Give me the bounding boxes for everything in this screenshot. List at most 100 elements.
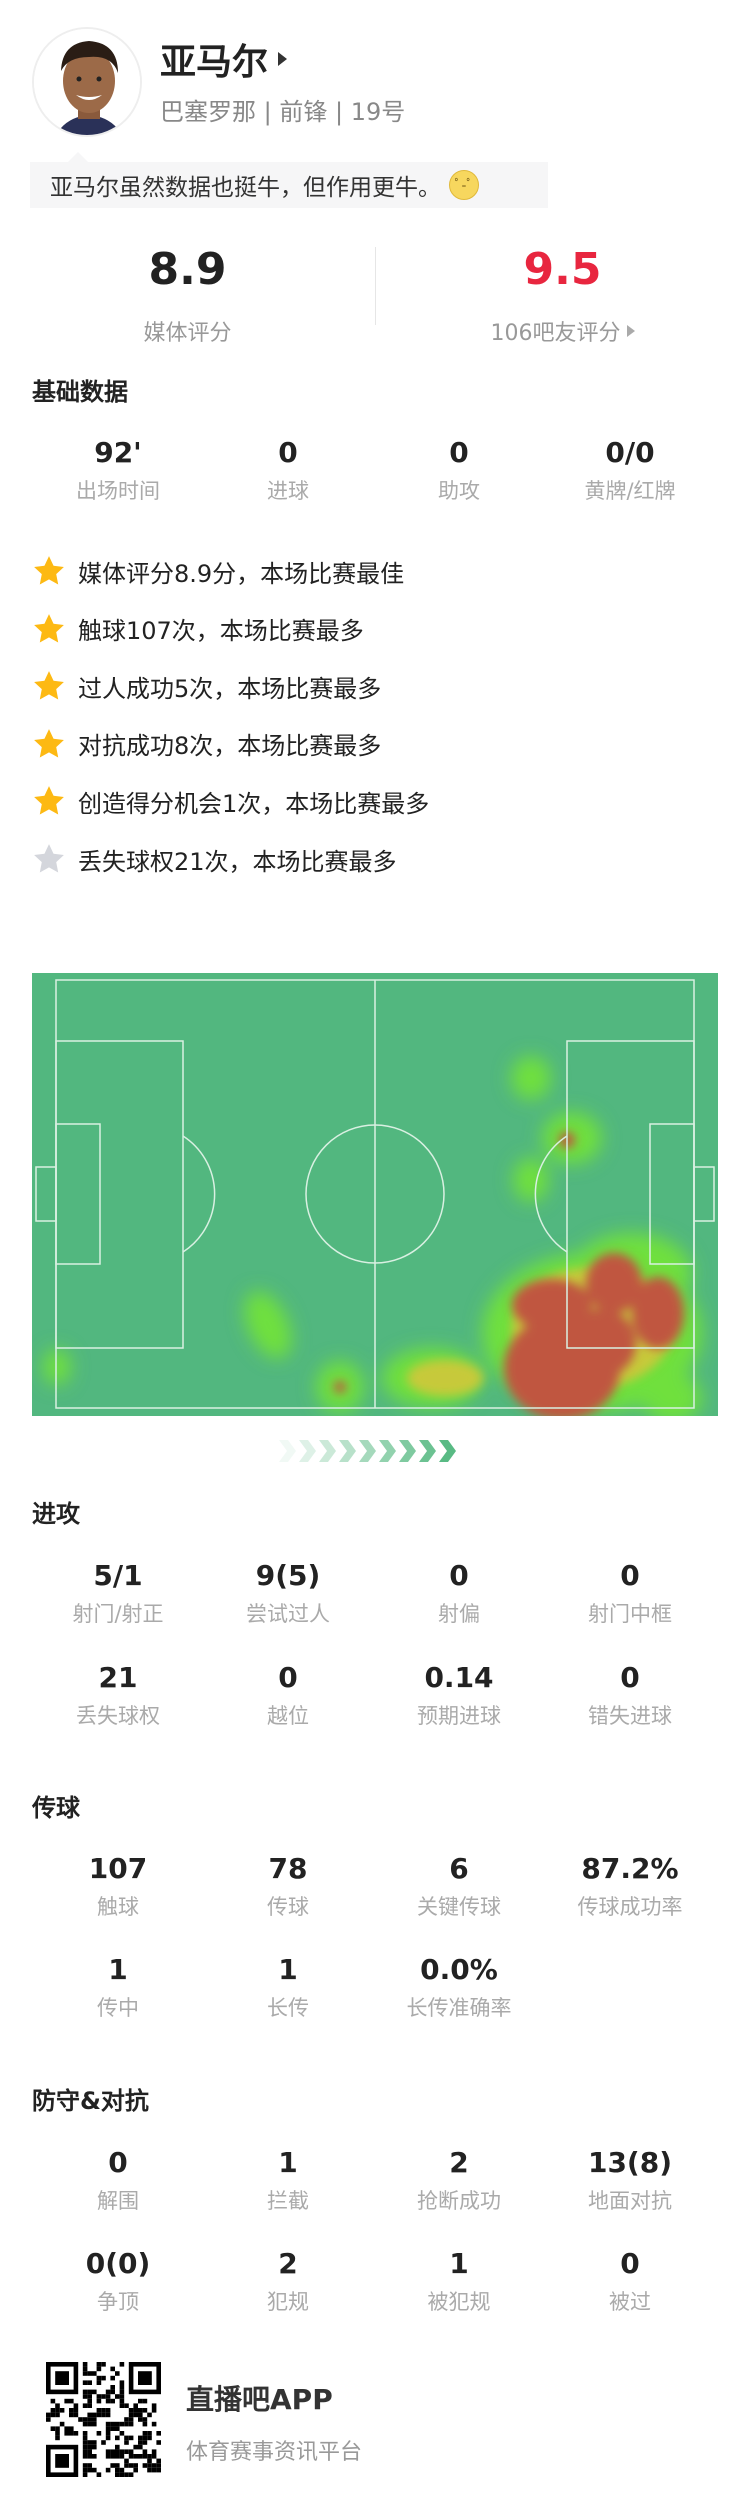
chevron-right-icon <box>439 1440 456 1462</box>
highlight-text: 过人成功5次，本场比赛最多 <box>78 674 382 703</box>
stat-value: 0 <box>620 2247 640 2280</box>
stat-basic: 92' 出场时间 <box>33 437 203 505</box>
separator: | <box>263 98 272 126</box>
highlight-item: 创造得分机会1次，本场比赛最多 <box>32 783 429 819</box>
stat-attack: 9(5) 尝试过人 <box>203 1560 373 1628</box>
stat-passing: 0.0% 长传准确率 <box>374 1954 544 2022</box>
stat-label: 传球 <box>267 1895 309 1919</box>
stat-value: 0 <box>278 1661 298 1694</box>
stat-label: 解围 <box>97 2189 139 2213</box>
star-icon <box>34 728 64 758</box>
stat-value: 2 <box>449 2146 469 2179</box>
highlight-item: 触球107次，本场比赛最多 <box>32 611 364 647</box>
stat-value: 1 <box>278 1953 298 1986</box>
stat-label: 争顶 <box>97 2290 139 2314</box>
stat-passing: 107 触球 <box>33 1853 203 1921</box>
chevron-right-icon <box>419 1440 436 1462</box>
app-slogan: 体育赛事资讯平台 <box>186 2440 363 2465</box>
comment-text: 亚马尔虽然数据也挺牛，但作用更牛。 <box>50 175 441 201</box>
stat-label: 越位 <box>267 1704 309 1728</box>
stat-value: 1 <box>278 2146 298 2179</box>
star-icon <box>34 844 64 873</box>
stat-label: 传中 <box>97 1996 139 2020</box>
stat-label: 尝试过人 <box>246 1602 330 1626</box>
stat-value: 2 <box>278 2247 298 2280</box>
player-name-link[interactable]: 亚马尔 <box>160 33 288 85</box>
stat-passing: 87.2% 传球成功率 <box>545 1853 715 1921</box>
stat-label: 关键传球 <box>417 1895 501 1919</box>
stat-label: 传球成功率 <box>577 1895 683 1919</box>
stat-label: 被犯规 <box>427 2290 491 2314</box>
star-icon <box>34 556 64 585</box>
comment-bubble: 亚马尔虽然数据也挺牛，但作用更牛。 ﾟ-ﾟ <box>30 152 548 208</box>
stat-label: 进球 <box>267 479 309 503</box>
stat-defense: 0 被过 <box>545 2248 715 2316</box>
stat-attack: 0 越位 <box>203 1662 373 1730</box>
stat-attack: 0 射门中框 <box>545 1560 715 1628</box>
stat-value: 0(0) <box>85 2247 151 2280</box>
fan-rating-link[interactable]: 9.5 106吧友评分 <box>375 245 750 347</box>
stat-label: 预期进球 <box>417 1704 501 1728</box>
stat-label: 长传 <box>267 1996 309 2020</box>
highlight-text: 创造得分机会1次，本场比赛最多 <box>78 789 430 818</box>
qr-code[interactable] <box>46 2362 161 2477</box>
stat-label: 助攻 <box>438 479 480 503</box>
player-meta: 巴塞罗那 | 前锋 | 19号 <box>160 92 405 127</box>
stat-value: 0 <box>620 1661 640 1694</box>
stat-value: 0.14 <box>424 1661 494 1694</box>
stat-value: 0 <box>449 1559 469 1592</box>
stat-value: 1 <box>449 2247 469 2280</box>
stat-label: 丢失球权 <box>76 1704 160 1728</box>
highlight-text: 媒体评分8.9分，本场比赛最佳 <box>78 559 405 588</box>
media-rating-label: 媒体评分 <box>143 321 232 346</box>
doge-emoji-icon: ﾟ-ﾟ <box>449 170 479 200</box>
stat-value: 0 <box>278 436 298 469</box>
stat-label: 射偏 <box>438 1602 480 1626</box>
stat-label: 抢断成功 <box>417 2189 501 2213</box>
stat-basic: 0 助攻 <box>374 437 544 505</box>
section-title-attack: 进攻 <box>32 1500 80 1528</box>
stat-label: 长传准确率 <box>406 1996 512 2020</box>
stat-value: 107 <box>88 1852 148 1885</box>
stat-label: 黄牌/红牌 <box>584 479 676 503</box>
stat-defense: 1 被犯规 <box>374 2248 544 2316</box>
chevron-right-icon <box>379 1440 396 1462</box>
team-name: 巴塞罗那 <box>160 98 256 126</box>
chevron-right-icon <box>319 1440 336 1462</box>
heat-high <box>334 1132 684 1416</box>
stat-value: 0/0 <box>605 436 655 469</box>
section-title-basic: 基础数据 <box>32 378 128 406</box>
highlight-text: 丢失球权21次，本场比赛最多 <box>78 847 397 876</box>
stat-label: 射门/射正 <box>72 1602 164 1626</box>
star-icon <box>34 671 64 700</box>
stat-defense: 2 犯规 <box>203 2248 373 2316</box>
heatmap <box>32 973 718 1416</box>
media-rating-value: 8.9 <box>148 244 227 295</box>
stat-value: 9(5) <box>255 1559 321 1592</box>
stat-value: 78 <box>268 1852 308 1885</box>
chevron-right-icon <box>279 1440 296 1462</box>
stat-value: 6 <box>449 1852 469 1885</box>
stat-attack: 0 射偏 <box>374 1560 544 1628</box>
stat-defense: 0(0) 争顶 <box>33 2248 203 2316</box>
stat-passing: 1 传中 <box>33 1954 203 2022</box>
stat-label: 地面对抗 <box>588 2189 672 2213</box>
section-title-passing: 传球 <box>32 1794 80 1822</box>
star-icon <box>34 613 64 643</box>
stat-label: 出场时间 <box>76 479 160 503</box>
stat-value: 0 <box>620 1559 640 1592</box>
stat-value: 1 <box>108 1953 128 1986</box>
player-avatar <box>32 27 142 137</box>
stat-defense: 2 抢断成功 <box>374 2147 544 2215</box>
pitch-lines <box>35 979 715 1409</box>
fan-rating-value: 9.5 <box>523 244 602 295</box>
highlight-text: 对抗成功8次，本场比赛最多 <box>78 732 382 761</box>
stat-label: 触球 <box>97 1895 139 1919</box>
media-rating: 8.9 媒体评分 <box>0 245 375 347</box>
stat-label: 犯规 <box>267 2290 309 2314</box>
stat-label: 射门中框 <box>588 1602 672 1626</box>
stat-value: 87.2% <box>581 1852 679 1885</box>
highlight-item: 媒体评分8.9分，本场比赛最佳 <box>32 553 404 589</box>
highlight-item: 过人成功5次，本场比赛最多 <box>32 668 381 704</box>
chevron-right-icon <box>339 1440 356 1462</box>
